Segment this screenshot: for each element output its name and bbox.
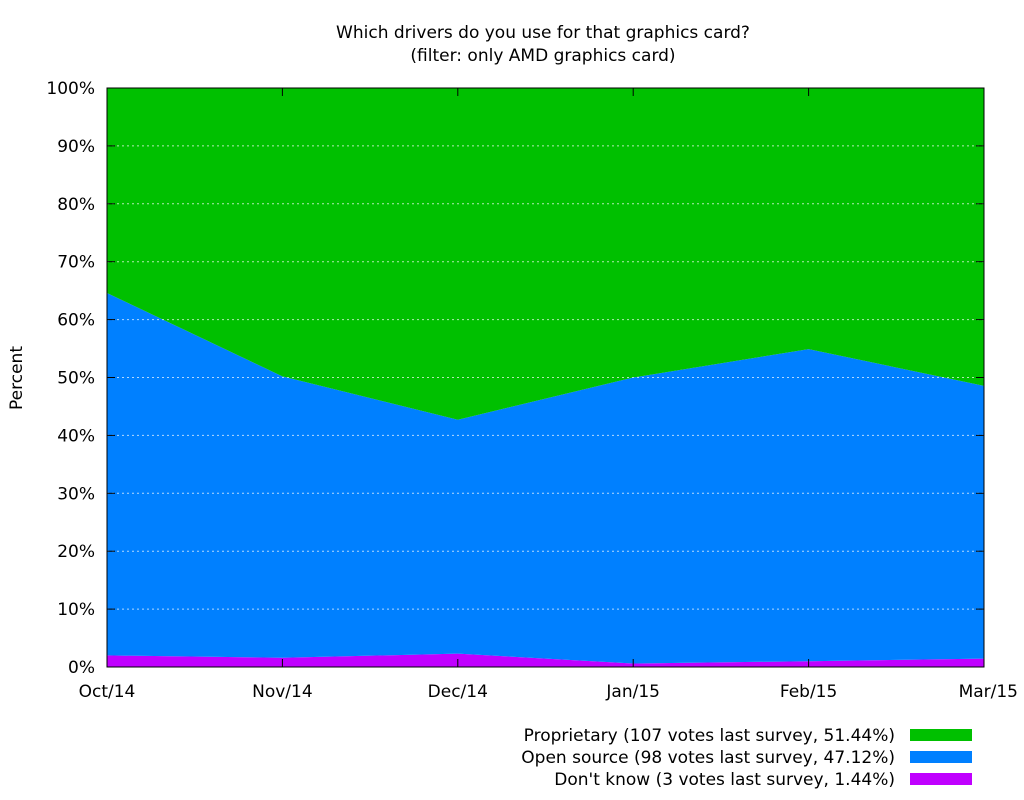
y-tick-label: 90% — [57, 137, 95, 157]
y-axis-label: Percent — [7, 346, 27, 410]
y-tick-label: 50% — [57, 369, 95, 389]
legend-label: Don't know (3 votes last survey, 1.44%) — [554, 770, 895, 790]
legend-swatch — [910, 729, 972, 741]
y-tick-label: 70% — [57, 253, 95, 273]
chart-title: Which drivers do you use for that graphi… — [336, 23, 750, 43]
y-tick-label: 60% — [57, 311, 95, 331]
chart-subtitle: (filter: only AMD graphics card) — [410, 46, 675, 66]
y-tick-label: 40% — [57, 426, 95, 446]
legend-label: Open source (98 votes last survey, 47.12… — [521, 748, 895, 768]
y-tick-label: 100% — [46, 79, 95, 99]
y-tick-label: 10% — [57, 600, 95, 620]
y-axis-ticks: 0% 10% 20% 30% 40% 50% 60% 70% 80% 90% 100% — [46, 79, 984, 678]
x-tick-label: Oct/14 — [79, 682, 136, 702]
x-axis-ticks: Oct/14 Nov/14 Dec/14 Jan/15 Feb/15 Mar/15 — [79, 88, 1018, 702]
legend-swatch — [910, 773, 972, 785]
area-series-1 — [107, 292, 984, 664]
legend-swatch — [910, 751, 972, 763]
x-tick-label: Jan/15 — [605, 682, 660, 702]
x-tick-label: Nov/14 — [252, 682, 313, 702]
x-tick-label: Dec/14 — [428, 682, 488, 702]
area-layers — [107, 88, 984, 667]
y-tick-label: 80% — [57, 195, 95, 215]
x-tick-label: Mar/15 — [959, 682, 1018, 702]
area-series-0 — [107, 653, 984, 667]
x-tick-label: Feb/15 — [780, 682, 837, 702]
y-tick-label: 30% — [57, 484, 95, 504]
area-series-2 — [107, 88, 984, 420]
y-tick-label: 20% — [57, 542, 95, 562]
gridlines — [107, 145, 984, 610]
y-tick-label: 0% — [68, 658, 95, 678]
legend-label: Proprietary (107 votes last survey, 51.4… — [524, 726, 895, 746]
legend: Proprietary (107 votes last survey, 51.4… — [521, 726, 972, 790]
